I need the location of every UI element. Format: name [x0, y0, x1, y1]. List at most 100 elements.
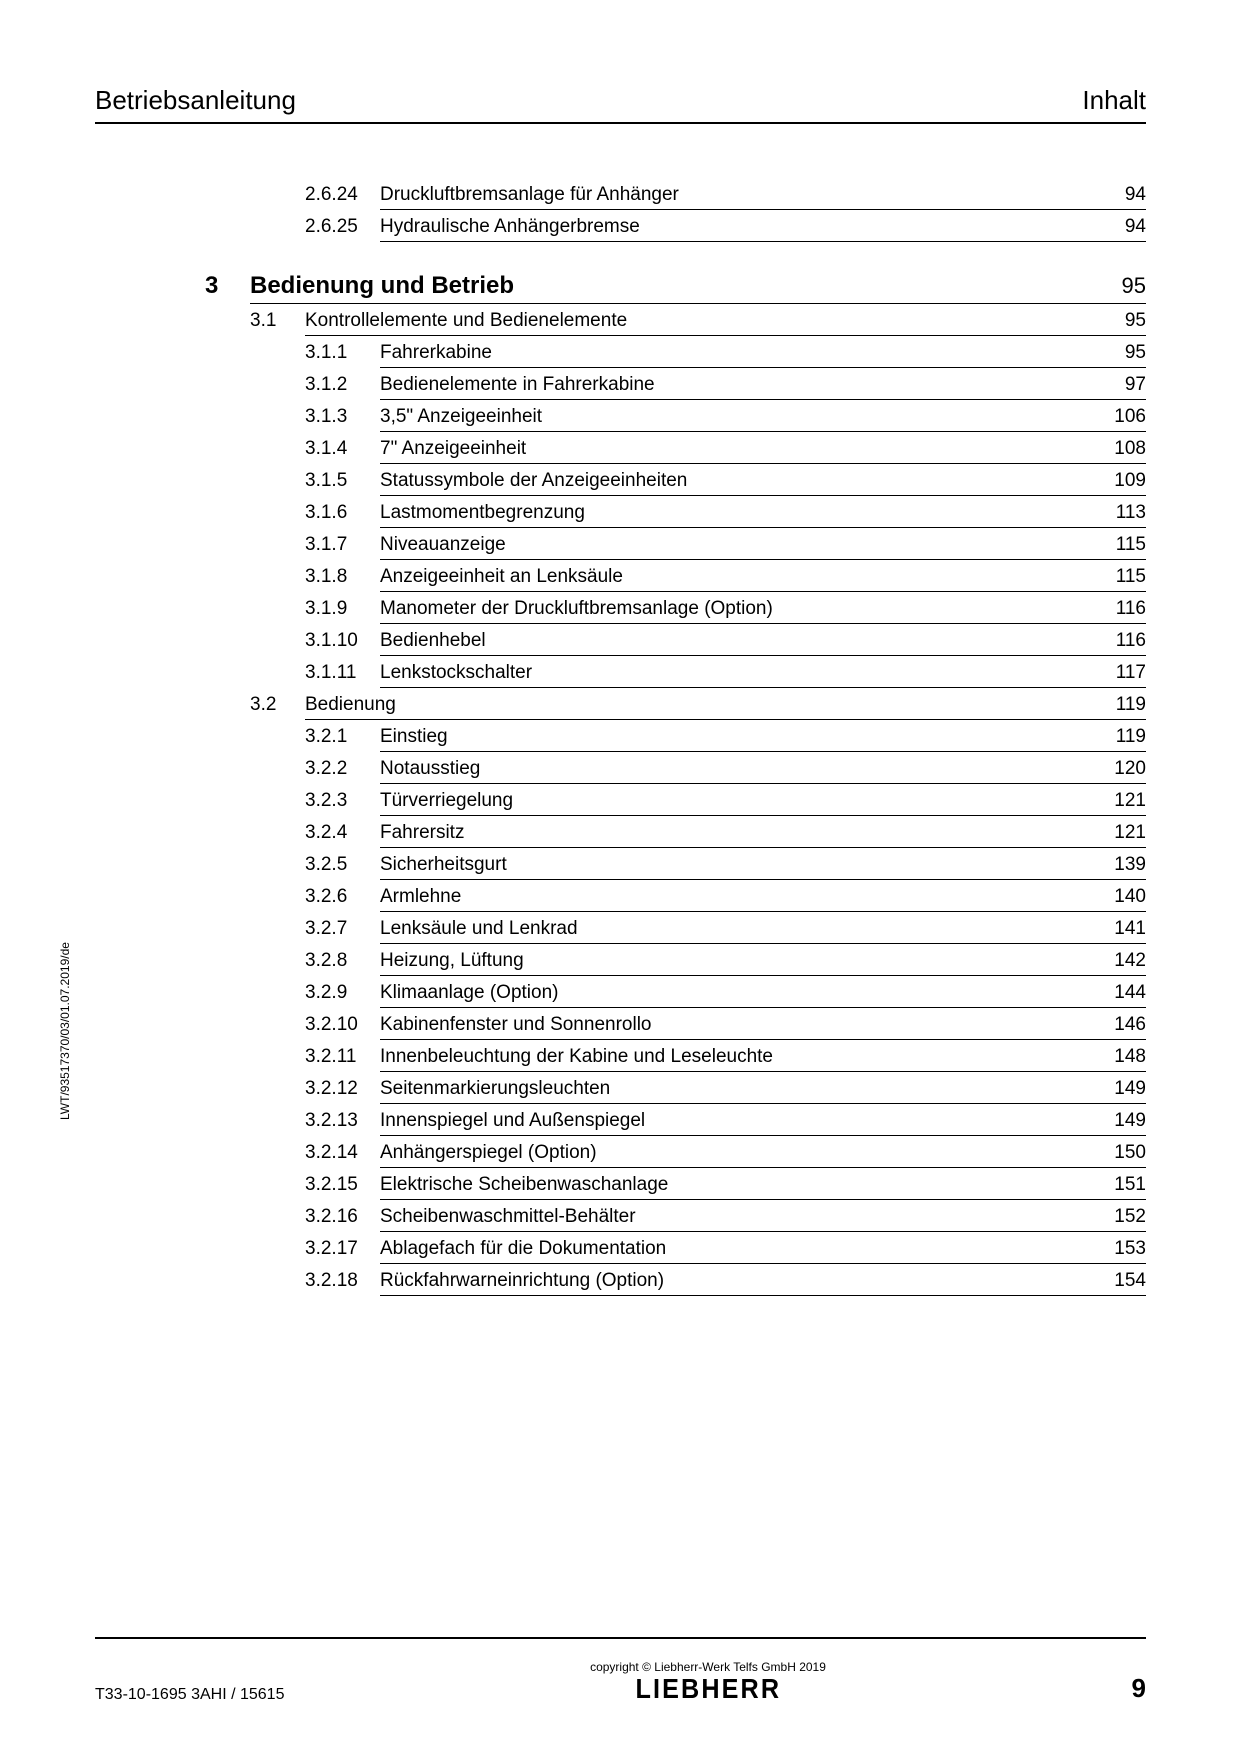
- toc-sub-number: 3.2.8: [305, 950, 380, 972]
- toc-row: 3.1.7Niveauanzeige115: [205, 534, 1146, 556]
- page-footer: T33-10-1695 3AHI / 15615 copyright © Lie…: [95, 1660, 1146, 1704]
- toc-sub-title: Ablagefach für die Dokumentation: [380, 1238, 1096, 1260]
- toc-sub-number: 3.2.10: [305, 1014, 380, 1036]
- toc-chapter-title: Bedienung und Betrieb: [250, 272, 1096, 300]
- toc-sub-number: 2.6.24: [305, 184, 380, 206]
- toc-subsection: 2.6.24Druckluftbremsanlage für Anhänger9…: [205, 184, 1146, 210]
- toc-sub-number: 3.1.5: [305, 470, 380, 492]
- toc-row: 3.2.4Fahrersitz121: [205, 822, 1146, 844]
- toc-rule: [380, 367, 1146, 368]
- toc-row: 3.2.17Ablagefach für die Dokumentation15…: [205, 1238, 1146, 1260]
- toc-page-ref: 142: [1096, 950, 1146, 972]
- toc-rule: [380, 879, 1146, 880]
- toc-page-ref: 149: [1096, 1078, 1146, 1100]
- toc-sub-title: 3,5" Anzeigeeinheit: [380, 406, 1096, 428]
- toc-subsection: 3.2.13Innenspiegel und Außenspiegel149: [205, 1110, 1146, 1136]
- toc-sub-number: 3.2.2: [305, 758, 380, 780]
- toc-rule: [380, 911, 1146, 912]
- toc-sub-title: Innenspiegel und Außenspiegel: [380, 1110, 1096, 1132]
- toc-subsection: 3.2.7Lenksäule und Lenkrad141: [205, 918, 1146, 944]
- toc-sub-title: Elektrische Scheibenwaschanlage: [380, 1174, 1096, 1196]
- toc-sub-title: Scheibenwaschmittel-Behälter: [380, 1206, 1096, 1228]
- toc-subsection: 3.2.1Einstieg119: [205, 726, 1146, 752]
- toc-section-title: Kontrollelemente und Bedienelemente: [305, 310, 1096, 332]
- toc-sub-number: 3.1.4: [305, 438, 380, 460]
- toc-sub-title: Bedienhebel: [380, 630, 1096, 652]
- toc-subsection: 3.2.12Seitenmarkierungsleuchten149: [205, 1078, 1146, 1104]
- footer-rule: [95, 1637, 1146, 1639]
- toc-sub-number: 3.2.11: [305, 1046, 380, 1068]
- toc-row: 2.6.24Druckluftbremsanlage für Anhänger9…: [205, 184, 1146, 206]
- toc-sub-number: 3.2.4: [305, 822, 380, 844]
- toc-sub-title: Bedienelemente in Fahrerkabine: [380, 374, 1096, 396]
- toc-sub-number: 3.2.15: [305, 1174, 380, 1196]
- toc-chapter-number: 3: [205, 272, 250, 300]
- toc-rule: [305, 335, 1146, 336]
- toc-sub-title: Heizung, Lüftung: [380, 950, 1096, 972]
- side-doc-code: LWT/93517370/03/01.07.2019/de: [58, 942, 72, 1120]
- toc-sub-number: 3.1.11: [305, 662, 380, 684]
- toc-sub-number: 3.1.7: [305, 534, 380, 556]
- footer-center: copyright © Liebherr-Werk Telfs GmbH 201…: [284, 1660, 1131, 1704]
- toc-sub-title: Seitenmarkierungsleuchten: [380, 1078, 1096, 1100]
- toc-row: 3.1.8Anzeigeeinheit an Lenksäule115: [205, 566, 1146, 588]
- toc-row: 3.2.11Innenbeleuchtung der Kabine und Le…: [205, 1046, 1146, 1068]
- toc-row: 3.2.13Innenspiegel und Außenspiegel149: [205, 1110, 1146, 1132]
- toc-page-ref: 115: [1096, 534, 1146, 556]
- toc-row: 3.2.6Armlehne140: [205, 886, 1146, 908]
- toc-sub-number: 3.2.1: [305, 726, 380, 748]
- toc-sub-title: Sicherheitsgurt: [380, 854, 1096, 876]
- toc-row: 3.2.18Rückfahrwarneinrichtung (Option)15…: [205, 1270, 1146, 1292]
- toc-sub-title: Klimaanlage (Option): [380, 982, 1096, 1004]
- toc-subsection: 3.1.47" Anzeigeeinheit108: [205, 438, 1146, 464]
- toc-sub-title: Hydraulische Anhängerbremse: [380, 216, 1096, 238]
- toc-page-ref: 150: [1096, 1142, 1146, 1164]
- toc-subsection: 3.2.3Türverriegelung121: [205, 790, 1146, 816]
- toc-rule: [380, 1167, 1146, 1168]
- toc-row: 3Bedienung und Betrieb95: [205, 272, 1146, 300]
- toc-page-ref: 106: [1096, 406, 1146, 428]
- toc-row: 3.2.8Heizung, Lüftung142: [205, 950, 1146, 972]
- toc-section-number: 3.2: [250, 694, 305, 716]
- toc-sub-title: Lenkstockschalter: [380, 662, 1096, 684]
- toc-chapter: 3Bedienung und Betrieb95: [205, 272, 1146, 304]
- page: Betriebsanleitung Inhalt 2.6.24Druckluft…: [0, 0, 1241, 1754]
- toc-row: 2.6.25Hydraulische Anhängerbremse94: [205, 216, 1146, 238]
- toc-row: 3.1.5Statussymbole der Anzeigeeinheiten1…: [205, 470, 1146, 492]
- toc-page-ref: 152: [1096, 1206, 1146, 1228]
- toc-sub-title: Manometer der Druckluftbremsanlage (Opti…: [380, 598, 1096, 620]
- toc-rule: [380, 559, 1146, 560]
- toc-sub-title: Anhängerspiegel (Option): [380, 1142, 1096, 1164]
- toc-row: 3.1.11Lenkstockschalter117: [205, 662, 1146, 684]
- toc-page-ref: 95: [1096, 273, 1146, 299]
- toc-rule: [380, 1231, 1146, 1232]
- toc-section-title: Bedienung: [305, 694, 1096, 716]
- toc-rule: [380, 1071, 1146, 1072]
- toc-rule: [380, 591, 1146, 592]
- toc-page-ref: 146: [1096, 1014, 1146, 1036]
- toc-page-ref: 149: [1096, 1110, 1146, 1132]
- toc-subsection: 3.1.5Statussymbole der Anzeigeeinheiten1…: [205, 470, 1146, 496]
- toc-row: 3.2.16Scheibenwaschmittel-Behälter152: [205, 1206, 1146, 1228]
- toc-sub-number: 3.2.12: [305, 1078, 380, 1100]
- toc-sub-number: 3.1.3: [305, 406, 380, 428]
- toc-sub-number: 3.1.2: [305, 374, 380, 396]
- toc-row: 3.2.14Anhängerspiegel (Option)150: [205, 1142, 1146, 1164]
- toc-section: 3.1Kontrollelemente und Bedienelemente95: [205, 310, 1146, 336]
- toc-sub-number: 3.2.14: [305, 1142, 380, 1164]
- toc-row: 3.2.3Türverriegelung121: [205, 790, 1146, 812]
- toc-rule: [380, 1199, 1146, 1200]
- toc-rule: [380, 1135, 1146, 1136]
- toc-sub-title: Notausstieg: [380, 758, 1096, 780]
- toc-sub-number: 2.6.25: [305, 216, 380, 238]
- toc-rule: [380, 527, 1146, 528]
- header-right: Inhalt: [1082, 85, 1146, 116]
- toc-sub-number: 3.2.5: [305, 854, 380, 876]
- toc-subsection: 3.1.2Bedienelemente in Fahrerkabine97: [205, 374, 1146, 400]
- toc-subsection: 3.2.10Kabinenfenster und Sonnenrollo146: [205, 1014, 1146, 1040]
- toc-subsection: 3.1.7Niveauanzeige115: [205, 534, 1146, 560]
- toc-sub-title: Lenksäule und Lenkrad: [380, 918, 1096, 940]
- toc-section-number: 3.1: [250, 310, 305, 332]
- toc-subsection: 3.2.15Elektrische Scheibenwaschanlage151: [205, 1174, 1146, 1200]
- toc-page-ref: 115: [1096, 566, 1146, 588]
